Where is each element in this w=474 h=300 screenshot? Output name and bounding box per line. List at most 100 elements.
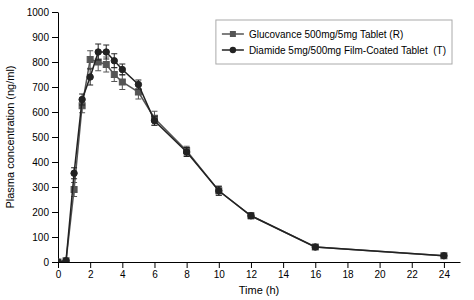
error-bar: [151, 111, 157, 125]
error-bar-cap: [216, 195, 222, 196]
tick-mark: [52, 187, 58, 188]
tick: 500: [32, 132, 58, 143]
series-line: [58, 52, 444, 262]
error-bar-cap: [87, 85, 93, 86]
tick-mark: [52, 162, 58, 163]
error-bar-cap: [103, 59, 109, 60]
point: [441, 253, 447, 259]
point: [111, 72, 117, 78]
tick: 2: [88, 262, 94, 280]
tick-mark: [444, 262, 445, 268]
point: [95, 59, 101, 65]
tick-label: 12: [246, 269, 258, 280]
tick-label: 4: [120, 269, 126, 280]
error-bar-cap: [119, 75, 125, 76]
tick: 700: [32, 82, 58, 93]
tick: 12: [246, 262, 258, 280]
point: [216, 188, 222, 194]
tick: 1000: [27, 7, 58, 18]
chart: 0246810121416182022240100200300400500600…: [0, 0, 474, 300]
point: [151, 118, 157, 124]
tick: 300: [32, 182, 58, 193]
error-bar-cap: [135, 99, 141, 100]
point: [248, 213, 254, 219]
error-bar-cap: [184, 156, 190, 157]
error-bar-cap: [71, 178, 77, 179]
tick-mark: [52, 137, 58, 138]
legend-item: Glucovance 500mg/5mg Tablet (R): [222, 29, 403, 40]
tick-mark: [347, 262, 348, 268]
point: [87, 57, 93, 63]
point: [58, 259, 61, 262]
error-bar-cap: [111, 81, 117, 82]
tick: 0: [56, 262, 62, 280]
point: [103, 62, 109, 68]
tick-mark: [315, 262, 316, 268]
tick-mark: [52, 262, 58, 263]
tick-label: 22: [407, 269, 419, 280]
error-bar-cap: [79, 94, 85, 95]
error-bar: [111, 54, 117, 68]
tick-label: 200: [32, 207, 49, 218]
tick: 0: [43, 257, 58, 268]
tick-mark: [90, 262, 91, 268]
tick-label: 700: [32, 82, 49, 93]
tick-label: 6: [152, 269, 158, 280]
error-bar: [248, 213, 254, 218]
y-axis-title: Plasma concentration (ng/ml): [4, 65, 16, 208]
error-bar-cap: [111, 67, 117, 68]
error-bar-cap: [135, 80, 141, 81]
error-bar-cap: [151, 125, 157, 126]
series: [58, 51, 447, 262]
point: [183, 149, 189, 155]
tick-mark: [52, 112, 58, 113]
error-bar-cap: [103, 72, 109, 73]
error-bar: [184, 146, 190, 155]
point: [111, 58, 117, 64]
tick-mark: [219, 262, 220, 268]
series: [58, 44, 447, 262]
point: [216, 188, 222, 194]
tick-mark: [412, 262, 413, 268]
error-bar-cap: [103, 45, 109, 46]
legend-marker: [230, 31, 236, 37]
legend-item: Diamide 5mg/500mg Film-Coated Tablet (T): [222, 45, 446, 56]
tick: 400: [32, 157, 58, 168]
error-bar: [87, 51, 93, 69]
tick-label: 600: [32, 107, 49, 118]
error-bar-cap: [71, 167, 77, 168]
point: [135, 81, 141, 87]
error-bar-cap: [151, 111, 157, 112]
error-bar-cap: [216, 186, 222, 187]
error-bar: [119, 64, 125, 75]
tick: 100: [32, 232, 58, 243]
tick: 14: [278, 262, 290, 280]
tick-mark: [154, 262, 155, 268]
x-axis: 024681012141618202224: [56, 262, 461, 280]
tick-mark: [58, 262, 59, 268]
error-bar: [119, 75, 125, 90]
tick-label: 300: [32, 182, 49, 193]
tick: 900: [32, 32, 58, 43]
tick-label: 14: [278, 269, 290, 280]
point: [312, 244, 318, 250]
error-bar-cap: [95, 60, 101, 61]
error-bar-cap: [216, 186, 222, 187]
point: [71, 170, 77, 176]
point: [63, 258, 69, 262]
tick: 16: [310, 262, 322, 280]
tick-label: 24: [439, 269, 451, 280]
error-bar-cap: [151, 116, 157, 117]
error-bar-cap: [79, 105, 85, 106]
error-bar-cap: [95, 44, 101, 45]
point: [248, 213, 254, 219]
tick: 8: [184, 262, 190, 280]
legend-label: Diamide 5mg/500mg Film-Coated Tablet (T): [249, 45, 446, 56]
tick: 10: [214, 262, 226, 280]
tick-label: 2: [88, 269, 94, 280]
tick-label: 800: [32, 57, 49, 68]
error-bar-cap: [119, 64, 125, 65]
tick-mark: [251, 262, 252, 268]
y-axis: 0 100 200 300 400 500 600 700 800 900 1000: [27, 7, 59, 268]
error-bar: [216, 186, 222, 195]
